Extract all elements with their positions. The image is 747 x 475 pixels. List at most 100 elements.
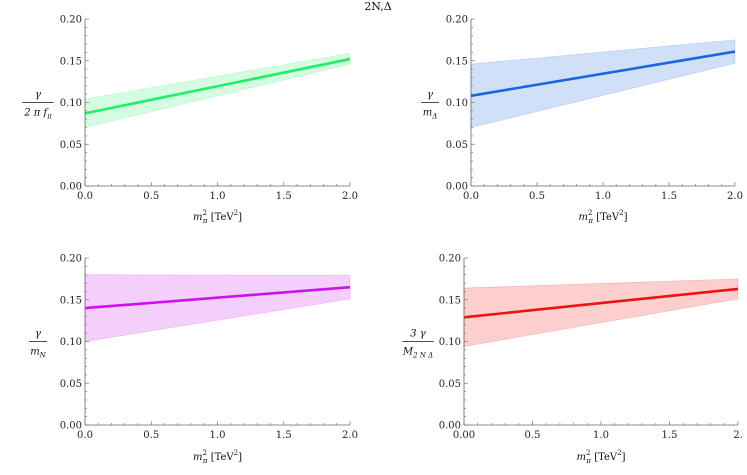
x-tick-label: 0.0 (77, 430, 93, 441)
y-axis-label: 3 γ M2 N Δ (402, 329, 434, 360)
x-axis-label: m2 π [TeV2] (578, 209, 627, 225)
x-label-superscript: 2 (588, 209, 592, 217)
y-tick-label: 0.10 (60, 98, 82, 109)
y-label-den-main: 2 π f (23, 108, 49, 119)
x-label-unit: [TeV (593, 212, 620, 223)
y-tick-label: 0.05 (439, 379, 461, 390)
x-label-unit-close: ] (624, 212, 628, 223)
x-tick-label: 2. (733, 430, 743, 441)
x-label-superscript: 2 (586, 449, 590, 457)
x-tick-label: 1.5 (661, 191, 677, 202)
central-line (463, 287, 739, 319)
x-label-unit: [TeV (208, 452, 235, 463)
y-tick-label: 0.10 (60, 337, 82, 348)
x-tick-label: 0.5 (143, 191, 159, 202)
y-label-denominator: mN (30, 347, 46, 360)
y-tick-label: 0.00 (446, 182, 468, 193)
chart-panel-4: 0.000.050.100.150.200.00 0.5 1.0 1.5 2.3 γM2… (402, 254, 743, 466)
x-label-unit: [TeV (591, 452, 618, 463)
x-tick-label: 0.0 (77, 191, 93, 202)
x-label-subscript: π (585, 457, 591, 465)
y-label-denominator: 2 π fπ (23, 108, 52, 121)
y-tick-label: 0.15 (60, 295, 82, 306)
x-label-var: m (193, 212, 202, 223)
y-tick-label: 0.00 (60, 182, 82, 193)
y-tick-label: 0.15 (446, 56, 468, 67)
x-axis-label: m2 π [TeV2] (193, 209, 242, 225)
x-tick-label: 2.0 (342, 430, 358, 441)
x-label-unit-close: ] (238, 452, 242, 463)
y-tick-label: 0.20 (60, 15, 82, 26)
x-label-unit-superscript: 2 (234, 449, 238, 457)
y-tick-label: 0.05 (60, 140, 82, 151)
x-tick-label: 1.5 (276, 430, 292, 441)
x-label-unit-close: ] (238, 212, 242, 223)
y-label-den-subscript: π (46, 113, 52, 121)
y-label-den-main: m (30, 347, 39, 358)
x-label-superscript: 2 (202, 209, 206, 217)
uncertainty-band (84, 52, 351, 128)
y-axis-label: γmN (29, 329, 47, 360)
uncertainty-band (84, 274, 351, 342)
x-axis-label: m2 π [TeV2] (576, 449, 625, 465)
y-tick-label: 0.05 (60, 379, 82, 390)
y-label-den-subscript: 2 N Δ (412, 352, 433, 360)
y-label-numerator: γ (35, 329, 41, 340)
x-label-unit-superscript: 2 (234, 209, 238, 217)
central-line (84, 57, 351, 115)
x-tick-label: 0.0 (463, 191, 479, 202)
x-tick-label: 1.0 (593, 430, 609, 441)
y-label-den-main: M (402, 347, 414, 358)
y-tick-label: 0.10 (439, 337, 461, 348)
central-line (470, 50, 736, 98)
chart-panel-2: 0.000.050.100.150.200.0 0.5 1.0 1.5 2.0γmΔm2… (421, 15, 743, 225)
x-tick-label: 1.5 (662, 430, 678, 441)
x-tick-label: 1.0 (210, 191, 226, 202)
uncertainty-band (470, 39, 736, 128)
y-tick-label: 0.15 (439, 295, 461, 306)
y-tick-label: 0.15 (60, 56, 82, 67)
y-axis-label: γ 2 π fπ (22, 90, 54, 121)
x-label-unit-close: ] (622, 452, 626, 463)
x-label-unit-superscript: 2 (619, 209, 623, 217)
x-tick-label: 0.00 (453, 430, 475, 441)
y-label-denominator: mΔ (423, 108, 438, 121)
x-tick-label: 0.5 (525, 430, 541, 441)
y-axis-label: γmΔ (421, 90, 439, 121)
y-label-denominator: M2 N Δ (402, 347, 433, 360)
x-label-subscript: π (202, 217, 208, 225)
x-tick-label: 1.0 (210, 430, 226, 441)
x-label-superscript: 2 (202, 449, 206, 457)
y-tick-label: 0.20 (439, 254, 461, 265)
y-label-numerator: γ (35, 90, 41, 101)
y-tick-label: 0.10 (446, 98, 468, 109)
x-tick-label: 2.0 (342, 191, 358, 202)
x-tick-label: 1.5 (276, 191, 292, 202)
y-label-numerator: 3 γ (410, 329, 426, 340)
x-tick-label: 0.5 (143, 430, 159, 441)
y-tick-label: 0.05 (446, 140, 468, 151)
y-label-den-subscript: N (39, 352, 47, 360)
y-label-den-subscript: Δ (431, 113, 437, 121)
y-tick-label: 0.00 (60, 421, 82, 432)
y-tick-label: 0.00 (439, 421, 461, 432)
x-label-var: m (578, 212, 587, 223)
x-label-var: m (193, 452, 202, 463)
x-label-subscript: π (202, 457, 208, 465)
chart-panel-1: 0.00 0.05 0.10 0.15 0.20 0.0 0.5 1.0 1.5 2.0 γ 2 π … (22, 15, 358, 225)
x-label-var: m (576, 452, 585, 463)
x-tick-label: 0.5 (529, 191, 545, 202)
y-tick-label: 0.20 (60, 254, 82, 265)
x-label-unit-superscript: 2 (617, 449, 621, 457)
x-tick-label: 1.0 (595, 191, 611, 202)
y-label-den-main: m (423, 108, 432, 119)
chart-panel-3: 0.000.050.100.150.200.0 0.5 1.0 1.5 2.0γmNm2… (29, 254, 358, 465)
central-line (84, 285, 351, 310)
x-label-unit: [TeV (208, 212, 235, 223)
x-label-subscript: π (587, 217, 593, 225)
figure-title: 2N,Δ (364, 0, 391, 13)
y-tick-label: 0.20 (446, 15, 468, 26)
x-axis-label: m2 π [TeV2] (193, 449, 242, 465)
x-tick-label: 2.0 (727, 191, 743, 202)
